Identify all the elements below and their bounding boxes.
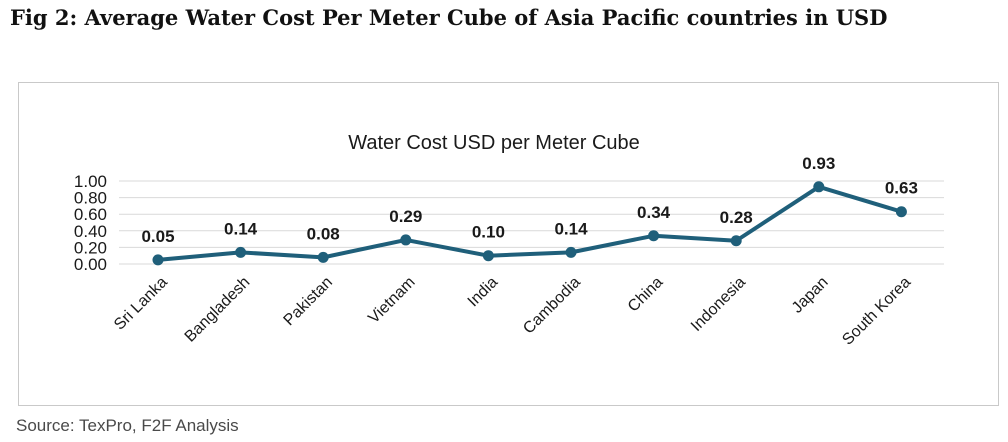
chart-container: 0.00 0.20 0.40 0.60 0.80 1.00 Sri Lanka Bangla… [18, 82, 999, 406]
data-point [482, 250, 494, 262]
data-label: 0.34 [637, 203, 671, 222]
chart-title: Water Cost USD per Meter Cube [348, 132, 640, 154]
x-tick-label: Vietnam [365, 274, 418, 327]
data-label: 0.14 [224, 219, 258, 238]
x-tick-label: Japan [789, 274, 832, 317]
y-axis-ticks: 0.000.200.400.600.801.00 [74, 172, 107, 274]
x-axis-ticks: Sri Lanka Bangladesh Pakistan Vietnam India C… [111, 274, 914, 349]
series-polyline [156, 184, 904, 262]
data-point [730, 235, 742, 247]
data-label: 0.10 [472, 223, 505, 242]
y-tick-label: 0.60 [74, 205, 107, 224]
y-tick-label: 0.40 [74, 222, 107, 241]
y-tick-label: 1.00 [74, 172, 107, 191]
y-tick-label: 0.80 [74, 189, 107, 208]
x-tick-label: Sri Lanka [111, 274, 171, 334]
data-point [317, 251, 329, 263]
data-point [648, 230, 660, 242]
data-label: 0.05 [141, 227, 174, 246]
y-tick-label: 0.00 [74, 255, 107, 274]
x-tick-label: Indonesia [688, 274, 749, 335]
y-tick-label: 0.20 [74, 238, 107, 257]
data-point [895, 206, 907, 218]
x-tick-label: Bangladesh [182, 274, 254, 346]
data-label: 0.28 [720, 208, 753, 227]
data-point [400, 234, 412, 246]
x-tick-label: India [465, 274, 502, 311]
data-label: 0.08 [307, 224, 340, 243]
x-tick-label: China [625, 274, 667, 316]
x-tick-label: South Korea [839, 274, 914, 349]
data-point [813, 181, 825, 193]
data-label: 0.93 [802, 154, 835, 173]
x-tick-label: Cambodia [520, 274, 584, 338]
data-point [152, 254, 164, 266]
data-label: 0.63 [885, 179, 918, 198]
gridlines [119, 180, 944, 265]
data-point [235, 246, 247, 258]
series-line [156, 184, 904, 262]
source-note: Source: TexPro, F2F Analysis [16, 416, 239, 435]
data-label: 0.14 [554, 219, 588, 238]
figure-heading: Fig 2: Average Water Cost Per Meter Cube… [10, 5, 888, 30]
line-chart: 0.000.200.400.600.801.00 Sri Lanka Bangla… [74, 132, 944, 349]
data-point [565, 246, 577, 258]
x-tick-label: Pakistan [281, 274, 336, 329]
data-label: 0.29 [389, 207, 422, 226]
data-labels: 0.05 0.14 0.08 0.29 0.10 0.14 0.34 0.28 0.93 0.63 [141, 154, 917, 246]
data-points [152, 181, 907, 266]
